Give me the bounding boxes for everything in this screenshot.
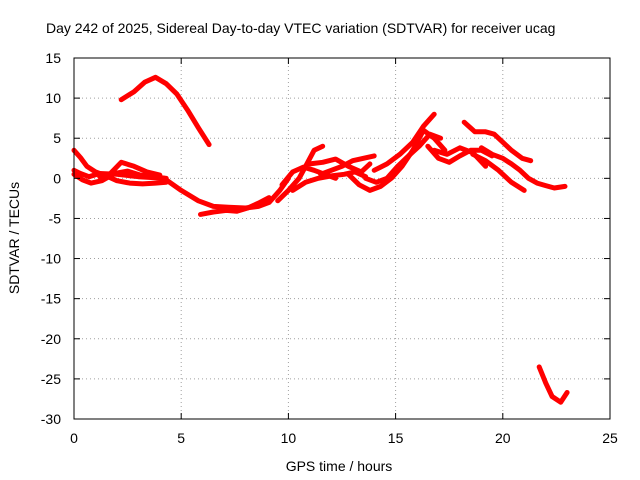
series-arc-4 [97, 159, 163, 180]
series-arc-6 [198, 195, 272, 217]
x-tick-label: 15 [388, 430, 404, 446]
axis-ticks [73, 57, 611, 420]
plot-frame [73, 57, 611, 420]
series-arc-1 [71, 167, 291, 211]
x-tick-label: 5 [177, 430, 185, 446]
y-tick-label: -20 [41, 331, 61, 347]
series-arc-5 [118, 74, 212, 148]
y-tick-label: -5 [49, 210, 62, 226]
series-arc-11 [318, 153, 377, 177]
data-series-group [71, 74, 570, 405]
y-tick-label: -15 [41, 291, 61, 307]
series-arc-2 [71, 147, 169, 187]
series-arc-17 [470, 151, 527, 193]
y-tick-label: -30 [41, 411, 61, 427]
grid-lines [74, 58, 610, 419]
tick-labels: 0 5 10 15 20 25 15 10 5 0 -5 -10 -15 -20 -25 -30 [41, 50, 618, 446]
series-arc-8 [275, 143, 326, 204]
y-tick-label: 5 [53, 130, 61, 146]
series-arc-10 [307, 156, 373, 175]
series-arc-19 [461, 119, 534, 164]
series-arc-3 [71, 168, 169, 186]
y-tick-label: 10 [45, 90, 61, 106]
x-tick-label: 20 [495, 430, 511, 446]
x-tick-label: 10 [281, 430, 297, 446]
series-arc-14 [363, 131, 444, 185]
y-axis-title: SDTVAR / TECUs [6, 182, 22, 294]
x-tick-label: 25 [602, 430, 618, 446]
x-axis-title: GPS time / hours [286, 458, 393, 474]
y-tick-label: -10 [41, 251, 61, 267]
series-arc-9 [290, 169, 369, 193]
chart-title: Day 242 of 2025, Sidereal Day-to-day VTE… [46, 20, 555, 36]
series-arc-13 [371, 111, 437, 173]
y-tick-label: 15 [45, 50, 61, 66]
x-tick-label: 0 [70, 430, 78, 446]
series-arc-20 [536, 364, 570, 405]
series-arc-18 [478, 145, 568, 191]
y-tick-label: 0 [53, 170, 61, 186]
y-tick-label: -25 [41, 371, 61, 387]
